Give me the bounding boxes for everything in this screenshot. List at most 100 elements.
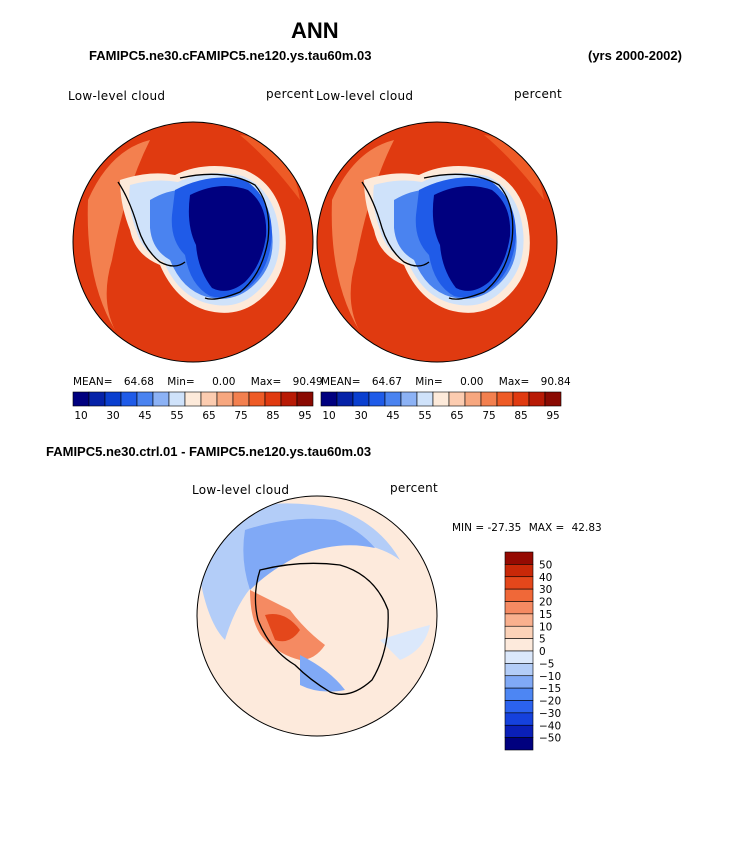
- panel2-max-value: 90.84: [540, 376, 571, 388]
- panel3-colorbar-tick-label: 20: [539, 597, 552, 609]
- panel2-map-border: [316, 121, 558, 363]
- panel2-colorbar-box: [496, 391, 514, 407]
- panel1-map-border: [72, 121, 314, 363]
- panel3-colorbar-tick-label: −15: [539, 683, 561, 695]
- panel3-colorbar-tick-label: −50: [539, 733, 561, 745]
- panel3-colorbar-tick-label: 10: [539, 621, 552, 633]
- panel2-colorbar-box: [480, 391, 498, 407]
- panel3-colorbar-tick-label: 30: [539, 584, 552, 596]
- panel1-mean-label: MEAN=: [73, 376, 113, 388]
- panel3-colorbar-box: [504, 576, 534, 590]
- panel2-mean-label: MEAN=: [321, 376, 361, 388]
- panel1-map: [73, 122, 313, 362]
- panel3-colorbar-tick-label: 50: [539, 559, 552, 571]
- panel2-colorbar-tick-label: 85: [514, 410, 527, 422]
- panel3-colorbar-box: [504, 737, 534, 751]
- panel1-colorbar-box: [248, 391, 266, 407]
- panel3-min-label: MIN =: [452, 522, 485, 534]
- panel2-min-value: 0.00: [460, 376, 484, 388]
- panel3-colorbar-box: [504, 650, 534, 664]
- panel1-colorbar: 10 30 45 55 65 75 85 95: [72, 391, 314, 422]
- panel1-colorbar-box: [184, 391, 202, 407]
- panel3-map-border: [196, 495, 438, 737]
- panel1-colorbar-tick-label: 30: [106, 410, 119, 422]
- panel2-colorbar-tick-label: 65: [450, 410, 463, 422]
- panel3-colorbar-tick-label: 15: [539, 609, 552, 621]
- panel2-title: Low-level cloud: [316, 89, 414, 103]
- panel3-colorbar-box: [504, 712, 534, 726]
- panel3-max-label: MAX =: [528, 522, 565, 534]
- panel1-colorbar-box: [152, 391, 170, 407]
- panel1-colorbar-tick-label: 45: [138, 410, 151, 422]
- panel1-units: percent: [266, 87, 315, 101]
- diff-caption: FAMIPC5.ne30.ctrl.01 - FAMIPC5.ne120.ys.…: [46, 444, 372, 459]
- panel1-colorbar-box: [104, 391, 122, 407]
- panel1-colorbar-box: [216, 391, 234, 407]
- panel1-colorbar-tick-label: 55: [170, 410, 183, 422]
- panel1-mean-value: 64.68: [123, 376, 154, 388]
- panel2-min-label: Min=: [415, 376, 443, 388]
- panel1-colorbar-tick-label: 75: [234, 410, 247, 422]
- panel1-colorbar-box: [232, 391, 250, 407]
- panel2-max-label: Max=: [498, 376, 530, 388]
- top-right-caption: (yrs 2000-2002): [588, 48, 682, 63]
- panel2-units: percent: [514, 87, 563, 101]
- panel1-colorbar-box: [200, 391, 218, 407]
- panel1-colorbar-box: [88, 391, 106, 407]
- panel2-colorbar-tick-label: 45: [386, 410, 399, 422]
- panel1-colorbar-box: [264, 391, 282, 407]
- panel3-colorbar-box: [504, 613, 534, 627]
- panel2-colorbar-box: [368, 391, 386, 407]
- panel3-colorbar-box: [504, 687, 534, 701]
- panel1-colorbar-tick-label: 85: [266, 410, 279, 422]
- panel1-colorbar-box: [168, 391, 186, 407]
- panel3-colorbar-box: [504, 724, 534, 738]
- panel3-colorbar-box: [504, 638, 534, 652]
- panel3-colorbar-tick-label: −20: [539, 696, 561, 708]
- panel3-colorbar-tick-label: −30: [539, 708, 561, 720]
- panel1-colorbar-box: [136, 391, 154, 407]
- panel3-min-value: -27.35: [487, 522, 522, 534]
- panel1-colorbar-box: [72, 391, 90, 407]
- panel3-colorbar-box: [504, 588, 534, 602]
- panel2-colorbar-box: [352, 391, 370, 407]
- panel3-colorbar-box: [504, 675, 534, 689]
- panel3-colorbar-tick-label: −10: [539, 671, 561, 683]
- top-left-caption: FAMIPC5.ne30.cFAMIPC5.ne120.ys.tau60m.03: [89, 48, 372, 63]
- panel3-max-value: 42.83: [571, 522, 602, 534]
- panel2-colorbar-tick-label: 30: [354, 410, 367, 422]
- panel2-colorbar-tick-label: 10: [322, 410, 335, 422]
- page-title: ANN: [291, 18, 339, 43]
- panel1-title: Low-level cloud: [68, 89, 166, 103]
- panel3-colorbar-box: [504, 551, 534, 565]
- panel3-colorbar-box: [504, 625, 534, 639]
- panel2-colorbar-box: [448, 391, 466, 407]
- panel2-colorbar-tick-label: 75: [482, 410, 495, 422]
- panel2-colorbar-tick-label: 55: [418, 410, 431, 422]
- panel2-colorbar-box: [544, 391, 562, 407]
- panel3-colorbar-tick-label: 40: [539, 572, 552, 584]
- panel3-colorbar-box: [504, 663, 534, 677]
- panel3-units: percent: [390, 481, 439, 495]
- panel2-colorbar-box: [464, 391, 482, 407]
- panel1-colorbar-box: [296, 391, 314, 407]
- panel2-colorbar-box: [416, 391, 434, 407]
- panel2-colorbar-box: [320, 391, 338, 407]
- panel2-colorbar-box: [400, 391, 418, 407]
- panel3-colorbar-tick-label: 0: [539, 646, 546, 658]
- panel3-colorbar-tick-label: 5: [539, 634, 546, 646]
- panel1-colorbar-box: [280, 391, 298, 407]
- panel3-map: [197, 496, 437, 736]
- panel1-colorbar-tick-label: 95: [298, 410, 311, 422]
- panel2-map: [317, 122, 557, 362]
- panel2-stats: MEAN= 64.67 Min= 0.00 Max= 90.84: [321, 376, 571, 388]
- panel2-colorbar-box: [528, 391, 546, 407]
- panel1-stats: MEAN= 64.68 Min= 0.00 Max= 90.49: [73, 376, 323, 388]
- panel2-colorbar-tick-label: 95: [546, 410, 559, 422]
- panel2-colorbar-box: [512, 391, 530, 407]
- panel3-colorbar-box: [504, 564, 534, 578]
- panel1-min-label: Min=: [167, 376, 195, 388]
- panel1-colorbar-tick-label: 10: [74, 410, 87, 422]
- panel1-max-value: 90.49: [292, 376, 323, 388]
